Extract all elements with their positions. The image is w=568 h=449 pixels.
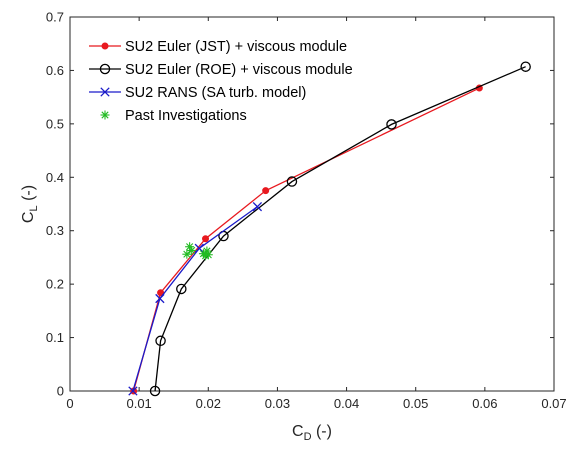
series-0-point-1: [157, 289, 165, 297]
series-3-point-5-stroke-d2: [203, 247, 211, 255]
series-layer: [128, 61, 531, 397]
series-1-point-5-shape: [386, 119, 397, 130]
series-0: [130, 84, 483, 395]
x-tick-label: 0.03: [265, 396, 290, 411]
x-tick-label: 0.02: [196, 396, 221, 411]
legend-label-0: SU2 Euler (JST) + viscous module: [125, 39, 347, 55]
y-axis-label: CL (-): [20, 185, 40, 223]
y-tick-label: 0.1: [46, 330, 64, 345]
legend: SU2 Euler (JST) + viscous module SU2 Eule…: [89, 39, 353, 124]
x-tick-label: 0.04: [334, 396, 359, 411]
series-3-point-1-stroke-d2: [186, 243, 194, 251]
x-tick-label: 0: [66, 396, 73, 411]
y-tick-label: 0: [57, 384, 64, 399]
legend-marker-2-stroke-b: [100, 87, 110, 97]
legend-entry-2: SU2 RANS (SA turb. model): [89, 85, 306, 101]
series-3-point-6-stroke-d2: [204, 251, 212, 259]
legend-label-1: SU2 Euler (ROE) + viscous module: [125, 62, 353, 78]
series-2-point-3: [252, 202, 263, 212]
y-axis-label-rest: (-): [20, 185, 37, 205]
series-1-point-5: [386, 119, 397, 130]
x-axis-label: CD (-): [292, 423, 332, 443]
series-1-point-2-shape: [176, 283, 187, 295]
legend-label-2: SU2 RANS (SA turb. model): [125, 85, 306, 101]
x-tick-label: 0.01: [126, 396, 151, 411]
y-tick-label: 0.3: [46, 223, 64, 238]
legend-marker-1: [99, 63, 111, 75]
x-axis-label-rest: (-): [312, 423, 332, 440]
series-0-point-1-shape: [157, 289, 165, 297]
y-axis-label-sub: L: [28, 205, 40, 211]
series-1-point-4: [286, 176, 298, 187]
x-tick-label: 0.07: [541, 396, 566, 411]
series-3-point-0: [182, 249, 192, 259]
y-tick-label: 0.7: [46, 10, 64, 25]
series-1-point-4-shape: [286, 176, 298, 187]
series-3-point-0-stroke-d2: [183, 250, 191, 258]
series-1-point-6-shape: [520, 61, 531, 72]
legend-marker-3: [100, 110, 110, 120]
series-2: [128, 202, 263, 396]
series-0-point-2-shape: [202, 235, 210, 243]
series-1-point-2: [176, 283, 187, 295]
y-tick-label: 0.5: [46, 116, 64, 131]
series-2-point-0: [128, 386, 138, 396]
series-2-point-2-stroke-b: [194, 243, 204, 254]
series-1-point-1-shape: [155, 335, 166, 347]
series-1-point-1: [155, 335, 166, 347]
series-3-point-5: [202, 246, 212, 256]
legend-marker-0: [101, 42, 109, 50]
y-axis-label-main: C: [20, 212, 37, 224]
series-0-line: [132, 87, 480, 392]
legend-entry-3: Past Investigations: [100, 108, 247, 124]
series-1-point-6: [520, 61, 531, 72]
x-tick-label: 0.05: [403, 396, 428, 411]
legend-marker-3-stroke-d2: [101, 111, 109, 119]
series-1-point-0-shape: [149, 385, 161, 397]
series-3: [182, 242, 213, 261]
series-2-point-1-stroke-b: [155, 293, 165, 304]
legend-marker-2: [100, 87, 110, 97]
series-2-point-2: [194, 243, 204, 254]
series-1-point-0: [149, 385, 161, 397]
axes: 0 0.01 0.02 0.03 0.04 0.05 0.06 0.07 0 0.1 0.2 0.3 0…: [20, 10, 567, 444]
series-2-point-3-stroke-b: [252, 202, 263, 212]
series-0-point-2: [202, 235, 210, 243]
y-tick-label: 0.6: [46, 63, 64, 78]
x-axis-label-sub: D: [304, 431, 312, 443]
series-3-point-2-stroke-d2: [188, 246, 196, 255]
x-axis-label-main: C: [292, 423, 304, 440]
series-1-line: [154, 66, 526, 392]
legend-marker-0-shape: [101, 42, 109, 50]
y-tick-label: 0.2: [46, 277, 64, 292]
legend-entry-0: SU2 Euler (JST) + viscous module: [89, 39, 347, 55]
series-2-line: [132, 206, 258, 392]
series-0-point-3-shape: [262, 187, 270, 195]
legend-entry-1: SU2 Euler (ROE) + viscous module: [89, 62, 353, 78]
y-tick-label: 0.4: [46, 170, 64, 185]
legend-marker-1-shape: [99, 63, 111, 75]
series-2-point-1: [155, 293, 165, 304]
plot-frame: [69, 16, 555, 392]
series-3-point-6: [203, 250, 213, 260]
series-3-point-2: [187, 245, 197, 255]
series-0-point-3: [262, 187, 270, 195]
series-2-point-0-stroke-b: [128, 386, 138, 396]
x-tick-label: 0.06: [472, 396, 497, 411]
legend-label-3: Past Investigations: [125, 108, 247, 124]
